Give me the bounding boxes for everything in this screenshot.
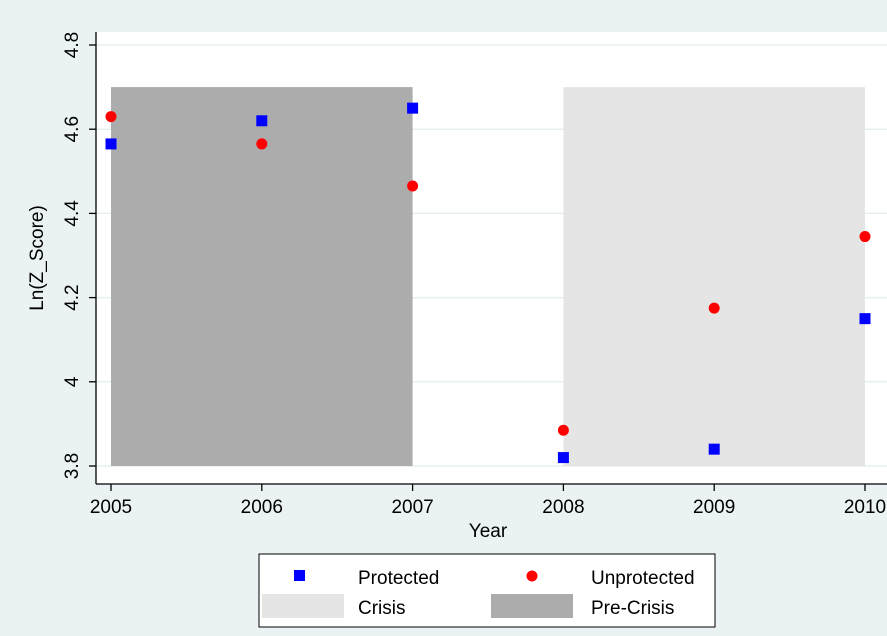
region-crisis [563,87,865,466]
axes [95,32,887,485]
legend-unprotected-marker [526,570,538,582]
point-unprotected [708,302,720,314]
point-protected [557,452,569,464]
y-tick-label: 4.6 [62,116,83,142]
y-tick-label: 4.8 [62,32,83,58]
y-tick-label: 3.8 [62,453,83,479]
legend-unprotected-label: Unprotected [591,568,695,589]
legend-crisis-label: Crisis [358,598,406,619]
point-protected [859,313,871,325]
point-protected [708,443,720,455]
y-tick-label: 4.4 [62,200,83,227]
legend-precrisis-label: Pre-Crisis [591,598,674,619]
point-protected [407,102,419,114]
y-tick-label: 4 [62,376,83,387]
point-unprotected [859,231,871,243]
y-tick-label: 4.2 [62,284,83,310]
y-axis-label: Ln(Z_Score) [27,205,48,311]
legend: Protected Unprotected Crisis Pre-Crisis [258,553,716,628]
point-protected [256,115,268,127]
point-unprotected [557,424,569,436]
legend-crisis-swatch [262,594,344,618]
legend-protected-label: Protected [358,568,439,589]
x-tick-label: 2005 [90,497,132,518]
point-unprotected [256,138,268,150]
legend-protected-marker [294,570,305,581]
point-unprotected [105,111,117,123]
x-tick-label: 2010 [844,497,886,518]
x-tick-label: 2006 [241,497,283,518]
x-tick-label: 2008 [542,497,584,518]
point-protected [105,138,117,150]
x-tick-label: 2009 [693,497,735,518]
data-points [105,102,871,464]
x-axis-label: Year [469,521,508,542]
legend-precrisis-swatch [491,594,573,618]
point-unprotected [407,180,419,192]
x-tick-label: 2007 [391,497,433,518]
x-ticks: 2005 2006 2007 2008 2009 2010 [90,484,886,518]
y-ticks: 3.8 4 4.2 4.4 4.6 4.8 [62,32,96,479]
region-pre-crisis [111,87,413,466]
shaded-regions [111,87,865,466]
